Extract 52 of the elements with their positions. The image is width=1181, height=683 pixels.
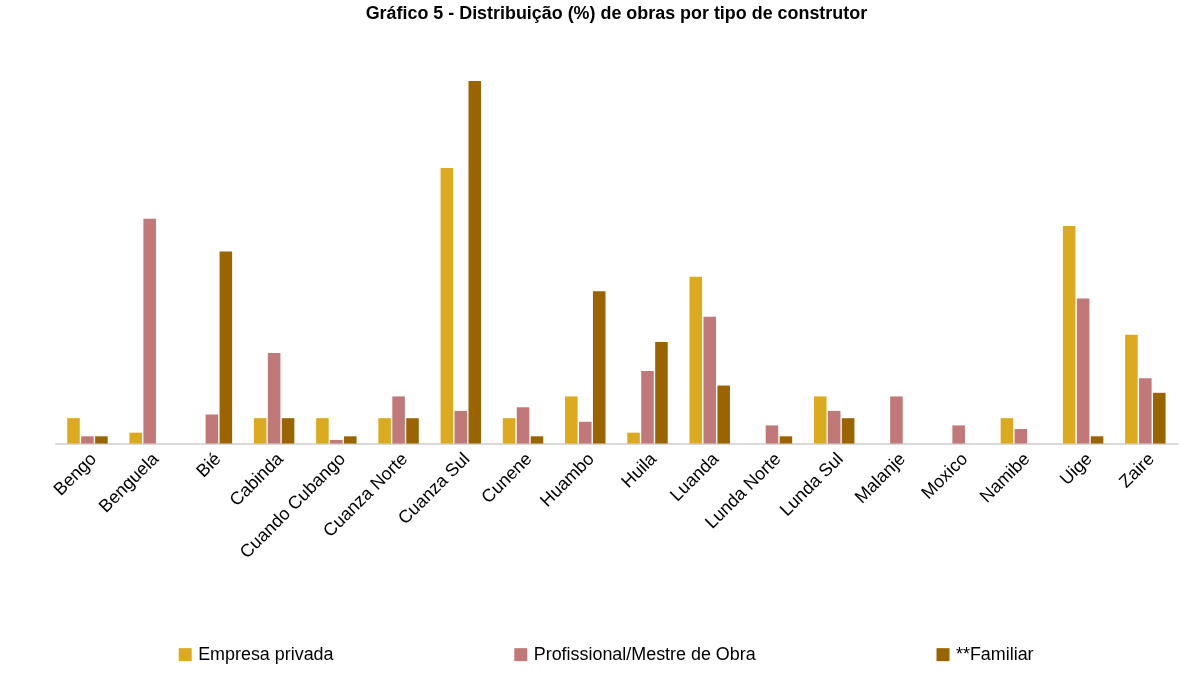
bar: [1153, 392, 1166, 444]
bar: [281, 418, 295, 444]
bar: [205, 414, 219, 444]
bar: [1014, 429, 1028, 444]
bar: [454, 410, 468, 444]
bar: [813, 396, 827, 444]
bar: [392, 396, 405, 444]
bar: [890, 396, 903, 444]
bar: [703, 316, 717, 444]
bar: [1090, 436, 1104, 444]
x-tick-label: Bié: [192, 448, 225, 482]
bar: [344, 436, 357, 444]
bar: [530, 436, 544, 444]
bar: [841, 418, 855, 444]
bar: [502, 418, 516, 444]
bar: [689, 276, 703, 444]
bar: [406, 418, 419, 444]
bar: [641, 371, 654, 444]
bar: [779, 436, 793, 444]
bar: [330, 439, 343, 444]
bar: [81, 436, 94, 444]
bar: [1125, 334, 1138, 444]
bar: [516, 407, 530, 444]
bar: [592, 291, 606, 444]
bar: [468, 81, 482, 444]
bar: [378, 418, 391, 444]
bar: [1000, 418, 1014, 444]
legend-label: Empresa privada: [198, 643, 334, 664]
bar: [129, 432, 142, 444]
bar: [253, 418, 267, 444]
bar: [627, 432, 640, 444]
bar: [765, 425, 779, 444]
bar: [67, 418, 80, 444]
bar: [579, 421, 592, 444]
legend-label: Profissional/Mestre de Obra: [533, 643, 756, 664]
bar: [1076, 298, 1090, 444]
bar: [316, 418, 329, 444]
bar: [1139, 378, 1152, 444]
bar: [95, 436, 108, 444]
chart-title: Gráfico 5 - Distribuição (%) de obras por tipo de construtor: [365, 3, 868, 24]
bar: [219, 251, 233, 444]
bar: [267, 352, 281, 444]
bar: [1062, 226, 1076, 444]
x-tick-label: Uige: [1055, 448, 1096, 489]
bar: [717, 385, 730, 444]
bar: [827, 410, 841, 444]
legend-label: **Familiar: [955, 643, 1034, 664]
bar: [952, 425, 965, 444]
bar: [440, 168, 454, 444]
bar: [143, 218, 156, 444]
bar: [655, 342, 668, 444]
bar: [565, 396, 578, 444]
